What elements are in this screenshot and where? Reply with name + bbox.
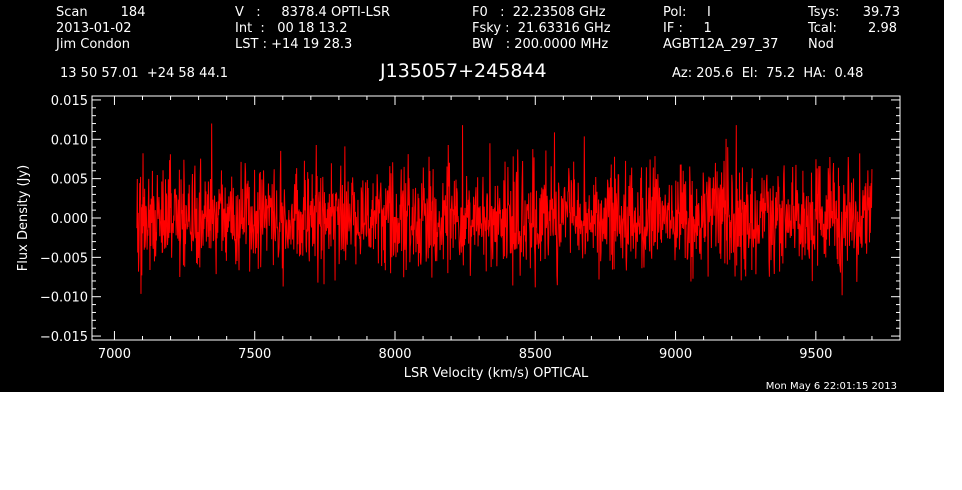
rest-frequency: F0 : 22.23508 GHz xyxy=(472,5,606,20)
x-tick-label: 7000 xyxy=(98,347,131,362)
tcal-label: Tcal: xyxy=(808,21,837,36)
if-number: IF : 1 xyxy=(663,21,712,36)
tsys-label: Tsys: xyxy=(808,5,840,20)
tsys-value: 39.73 xyxy=(862,5,900,20)
y-tick-label: −0.005 xyxy=(40,251,88,266)
y-tick-label: 0.005 xyxy=(51,173,88,188)
lst-info: LST : +14 19 28.3 xyxy=(235,37,353,52)
x-tick-label: 8000 xyxy=(378,347,411,362)
source-name: J135057+245844 xyxy=(380,60,547,82)
x-tick-label: 8500 xyxy=(519,347,552,362)
integration-time: Int : 00 18 13.2 xyxy=(235,21,348,36)
pointing-info: Az: 205.6 El: 75.2 HA: 0.48 xyxy=(672,66,864,81)
y-tick-label: −0.015 xyxy=(40,330,88,345)
axis-ticks: 7000 7500 8000 8500 9000 9500 0.015 0.010 0.005 0… xyxy=(40,94,901,362)
plot-timestamp: Mon May 6 22:01:15 2013 xyxy=(766,381,897,392)
spectrum-line xyxy=(136,123,873,296)
spectrum-plot-panel: Scan 184 2013-01-02 Jim Condon V : 8378.… xyxy=(0,0,944,392)
project-id: AGBT12A_297_37 xyxy=(663,37,779,52)
y-tick-label: 0.000 xyxy=(51,212,88,227)
observation-date: 2013-01-02 xyxy=(56,21,132,36)
spectrum-chart: 7000 7500 8000 8500 9000 9500 0.015 0.010 0.005 0… xyxy=(16,94,901,392)
velocity-info: V : 8378.4 OPTI-LSR xyxy=(235,5,391,20)
y-tick-label: −0.010 xyxy=(40,291,88,306)
y-axis-label: Flux Density (Jy) xyxy=(16,165,31,271)
y-tick-label: 0.010 xyxy=(51,133,88,148)
scan-number: Scan 184 xyxy=(56,5,146,20)
y-tick-label: 0.015 xyxy=(51,94,88,109)
polarization: Pol: I xyxy=(663,5,711,20)
source-coordinates: 13 50 57.01 +24 58 44.1 xyxy=(60,66,229,81)
x-tick-label: 9000 xyxy=(659,347,692,362)
x-tick-label: 9500 xyxy=(799,347,832,362)
observer-name: Jim Condon xyxy=(56,37,130,52)
spectrum-series xyxy=(136,123,873,296)
tcal-value: 2.98 xyxy=(868,21,897,36)
x-tick-label: 7500 xyxy=(238,347,271,362)
sky-frequency: Fsky : 21.63316 GHz xyxy=(472,21,611,36)
x-axis-label: LSR Velocity (km/s) OPTICAL xyxy=(404,366,589,381)
nod-label: Nod xyxy=(808,37,834,52)
bandwidth: BW : 200.0000 MHz xyxy=(472,37,609,52)
